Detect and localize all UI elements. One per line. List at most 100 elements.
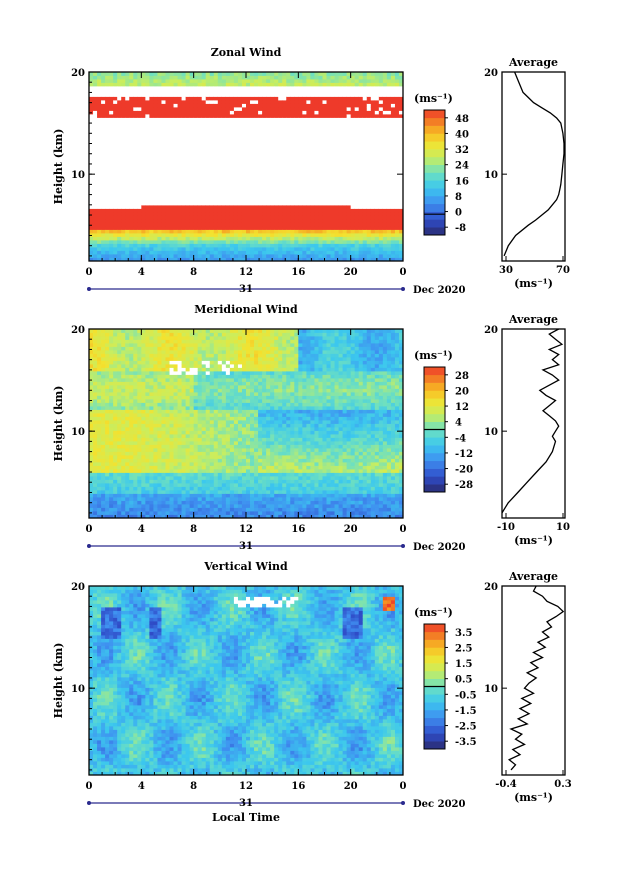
- heatmap-cell: [125, 243, 130, 248]
- heatmap-cell: [113, 142, 118, 146]
- heatmap-cell: [302, 257, 307, 262]
- heatmap-cell: [398, 156, 404, 160]
- heatmap-cell: [386, 170, 392, 174]
- heatmap-cell: [282, 247, 287, 251]
- heatmap-cell: [354, 149, 360, 153]
- heatmap-cell: [225, 79, 231, 83]
- heatmap-cell: [133, 336, 138, 340]
- heatmap-cell: [117, 128, 122, 132]
- heatmap-cell: [350, 215, 356, 220]
- heatmap-cell: [221, 156, 227, 160]
- heatmap-cell: [326, 117, 331, 122]
- heatmap-cell: [181, 170, 187, 174]
- heatmap-cell: [109, 82, 114, 87]
- heatmap-cell: [282, 173, 287, 178]
- heatmap-cell: [125, 72, 130, 76]
- heatmap-cell: [197, 166, 203, 171]
- heatmap-cell: [141, 114, 146, 118]
- heatmap-cell: [121, 486, 126, 491]
- heatmap-cell: [310, 152, 315, 157]
- heatmap-cell: [189, 194, 195, 199]
- heatmap-cell: [246, 236, 251, 241]
- heatmap-cell: [125, 427, 130, 431]
- heatmap-cell: [326, 135, 331, 139]
- heatmap-cell: [302, 75, 307, 80]
- heatmap-cell: [117, 166, 122, 171]
- heatmap-cell: [370, 159, 376, 164]
- heatmap-cell: [133, 465, 138, 470]
- heatmap-cell: [141, 152, 146, 157]
- heatmap-cell: [362, 205, 368, 209]
- heatmap-cell: [129, 82, 134, 87]
- heatmap-cell: [101, 124, 106, 129]
- heatmap-cell: [209, 142, 215, 146]
- heatmap-cell: [382, 79, 388, 83]
- heatmap-cell: [101, 138, 106, 143]
- heatmap-cell: [398, 89, 404, 94]
- heatmap-cell: [318, 247, 323, 251]
- heatmap-cell: [201, 114, 207, 118]
- heatmap-cell: [97, 371, 102, 375]
- heatmap-cell: [217, 149, 223, 153]
- heatmap-cell: [282, 177, 287, 181]
- heatmap-cell: [330, 142, 335, 146]
- heatmap-cell: [326, 170, 331, 174]
- heatmap-cell: [149, 205, 154, 209]
- heatmap-cell: [93, 107, 98, 111]
- heatmap-cell: [129, 205, 134, 209]
- heatmap-cell: [390, 156, 396, 160]
- heatmap-cell: [370, 166, 376, 171]
- heatmap-cell: [149, 247, 154, 251]
- heatmap-cell: [278, 215, 283, 220]
- heatmap-cell: [161, 180, 166, 185]
- heatmap-cell: [229, 257, 235, 262]
- heatmap-cell: [306, 240, 311, 244]
- heatmap-cell: [217, 233, 223, 237]
- heatmap-cell: [133, 427, 138, 431]
- heatmap-cell: [125, 399, 130, 403]
- heatmap-cell: [386, 222, 392, 227]
- heatmap-cell: [290, 250, 295, 255]
- heatmap-cell: [366, 205, 372, 209]
- heatmap-cell: [137, 514, 142, 519]
- heatmap-cell: [334, 107, 339, 111]
- heatmap-cell: [262, 250, 267, 255]
- heatmap-cell: [326, 82, 331, 87]
- heatmap-cell: [382, 121, 388, 125]
- heatmap-cell: [282, 198, 287, 202]
- heatmap-cell: [334, 138, 339, 143]
- heatmap-cell: [398, 215, 404, 220]
- heatmap-cell: [121, 483, 126, 487]
- heatmap-cell: [290, 180, 295, 185]
- heatmap-cell: [149, 236, 154, 241]
- heatmap-cell: [89, 486, 94, 491]
- heatmap-cell: [177, 215, 182, 220]
- heatmap-cell: [149, 86, 154, 90]
- heatmap-cell: [121, 357, 126, 361]
- heatmap-cell: [125, 444, 130, 449]
- heatmap-cell: [254, 93, 259, 97]
- heatmap-cell: [262, 159, 267, 164]
- heatmap-cell: [101, 145, 106, 150]
- heatmap-cell: [97, 257, 102, 262]
- heatmap-cell: [205, 173, 211, 178]
- heatmap-cell: [209, 89, 215, 94]
- heatmap-cell: [189, 131, 195, 136]
- heatmap-cell: [105, 332, 110, 337]
- heatmap-cell: [121, 402, 126, 407]
- heatmap-cell: [129, 514, 134, 519]
- heatmap-cell: [374, 142, 380, 146]
- heatmap-cell: [117, 472, 122, 477]
- heatmap-cell: [121, 170, 126, 174]
- heatmap-cell: [121, 100, 126, 104]
- heatmap-cell: [278, 247, 283, 251]
- heatmap-cell: [302, 166, 307, 171]
- heatmap-cell: [177, 191, 182, 195]
- heatmap-cell: [153, 219, 158, 223]
- heatmap-cell: [97, 497, 102, 501]
- heatmap-cell: [229, 103, 235, 108]
- heatmap-cell: [197, 243, 203, 248]
- heatmap-cell: [298, 243, 303, 248]
- heatmap-cell: [334, 184, 339, 188]
- heatmap-cell: [129, 159, 134, 164]
